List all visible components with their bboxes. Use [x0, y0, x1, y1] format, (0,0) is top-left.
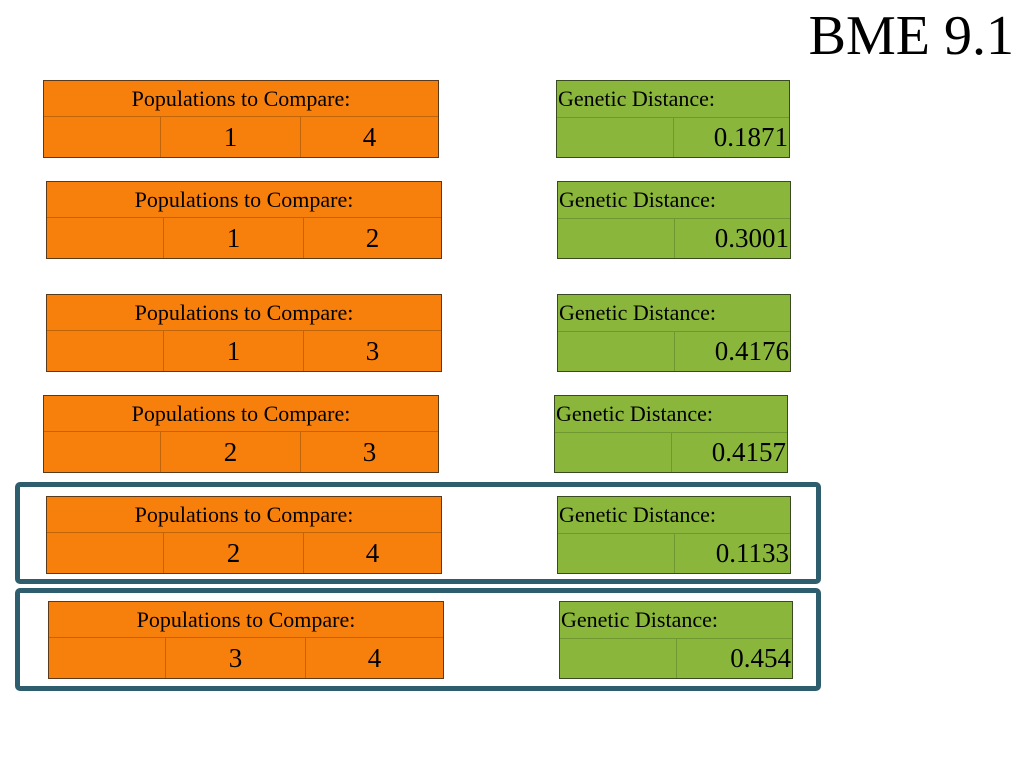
distance-header: Genetic Distance:	[561, 607, 718, 632]
populations-header: Populations to Compare:	[49, 602, 443, 638]
empty-cell	[47, 331, 164, 371]
highlight-box-pair-2-4	[15, 482, 821, 584]
distance-table-4: Genetic Distance: 0.4157	[554, 395, 788, 473]
distance-table-5: Genetic Distance: 0.1133	[557, 496, 791, 574]
empty-cell	[557, 118, 674, 157]
empty-cell	[555, 433, 672, 472]
empty-cell	[47, 218, 164, 258]
distance-table-6: Genetic Distance: 0.454	[559, 601, 793, 679]
distance-header: Genetic Distance:	[559, 187, 716, 212]
populations-table-2: Populations to Compare: 1 2	[46, 181, 442, 259]
population-b: 3	[362, 437, 377, 467]
populations-table-6: Populations to Compare: 3 4	[48, 601, 444, 679]
populations-table-3: Populations to Compare: 1 3	[46, 294, 442, 372]
populations-header: Populations to Compare:	[47, 497, 441, 533]
distance-value: 0.1133	[715, 538, 789, 568]
distance-table-1: Genetic Distance: 0.1871	[556, 80, 790, 158]
distance-value: 0.3001	[714, 223, 789, 253]
population-a: 1	[161, 117, 301, 157]
distance-header: Genetic Distance:	[556, 401, 713, 426]
empty-cell	[560, 639, 677, 678]
population-b: 2	[365, 223, 380, 253]
distance-value: 0.4157	[711, 437, 786, 467]
populations-header: Populations to Compare:	[44, 396, 438, 432]
distance-table-2: Genetic Distance: 0.3001	[557, 181, 791, 259]
population-a: 1	[164, 331, 304, 371]
population-b: 3	[365, 336, 380, 366]
slide-title: BME 9.1	[808, 5, 1014, 67]
empty-cell	[44, 432, 161, 472]
populations-header: Populations to Compare:	[44, 81, 438, 117]
populations-table-4: Populations to Compare: 2 3	[43, 395, 439, 473]
distance-value: 0.1871	[713, 122, 788, 152]
population-a: 3	[166, 638, 306, 678]
distance-header: Genetic Distance:	[558, 86, 715, 111]
populations-table-5: Populations to Compare: 2 4	[46, 496, 442, 574]
empty-cell	[44, 117, 161, 157]
distance-header: Genetic Distance:	[559, 502, 716, 527]
empty-cell	[558, 534, 675, 573]
population-b: 4	[362, 122, 377, 152]
distance-value: 0.4176	[714, 336, 789, 366]
population-a: 2	[161, 432, 301, 472]
population-a: 2	[164, 533, 304, 573]
population-b: 4	[365, 538, 380, 568]
population-a: 1	[164, 218, 304, 258]
distance-value: 0.454	[730, 643, 791, 673]
empty-cell	[49, 638, 166, 678]
populations-header: Populations to Compare:	[47, 295, 441, 331]
distance-header: Genetic Distance:	[559, 300, 716, 325]
empty-cell	[558, 219, 675, 258]
populations-header: Populations to Compare:	[47, 182, 441, 218]
empty-cell	[558, 332, 675, 371]
population-b: 4	[367, 643, 382, 673]
empty-cell	[47, 533, 164, 573]
highlight-box-pair-3-4	[15, 588, 821, 691]
distance-table-3: Genetic Distance: 0.4176	[557, 294, 791, 372]
populations-table-1: Populations to Compare: 1 4	[43, 80, 439, 158]
